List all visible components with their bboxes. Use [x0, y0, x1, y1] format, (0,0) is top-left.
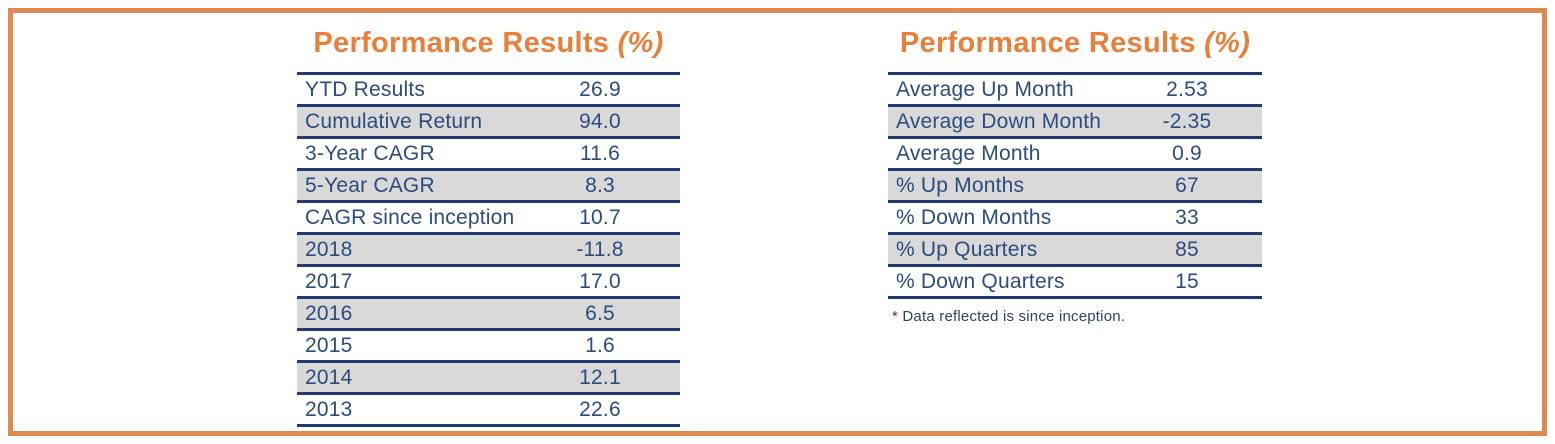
title-text: Performance Results	[899, 27, 1196, 59]
row-value: 15	[1175, 269, 1199, 293]
row-value: 1.6	[585, 333, 615, 357]
row-label: Average Up Month	[896, 77, 1074, 101]
performance-panel-right: Performance Results (%) Average Up Month…	[888, 20, 1262, 325]
table-row: 2017 17.0	[297, 267, 680, 299]
row-value: 0.9	[1172, 141, 1202, 165]
row-label: 2013	[305, 397, 353, 421]
row-label: YTD Results	[305, 77, 426, 101]
page-title: Performance Results (%)	[888, 20, 1262, 72]
page-title: Performance Results (%)	[297, 20, 680, 72]
table-row: CAGR since inception 10.7	[297, 203, 680, 235]
row-label: % Down Quarters	[896, 269, 1065, 293]
table-row: Average Down Month -2.35	[888, 107, 1262, 139]
row-value: 22.6	[579, 397, 621, 421]
title-percent-suffix: (%)	[617, 27, 664, 59]
table-row: 2013 22.6	[297, 395, 680, 427]
row-value: -11.8	[576, 237, 624, 261]
title-text: Performance Results	[313, 27, 610, 59]
row-label: 2017	[305, 269, 353, 293]
row-label: 2015	[305, 333, 353, 357]
row-label: 5-Year CAGR	[305, 173, 435, 197]
row-label: 3-Year CAGR	[305, 141, 435, 165]
table-row: Cumulative Return 94.0	[297, 107, 680, 139]
row-value: 33	[1175, 205, 1199, 229]
row-value: 85	[1175, 237, 1199, 261]
row-label: Cumulative Return	[305, 109, 483, 133]
row-value: 26.9	[579, 77, 621, 101]
row-label: % Down Months	[896, 205, 1052, 229]
footnote: * Data reflected is since inception.	[892, 308, 1126, 325]
performance-table-left: YTD Results 26.9 Cumulative Return 94.0 …	[297, 72, 680, 427]
row-label: Average Down Month	[896, 109, 1102, 133]
row-value: -2.35	[1162, 109, 1212, 133]
row-value: 10.7	[579, 205, 621, 229]
table-row: 2015 1.6	[297, 331, 680, 363]
row-value: 2.53	[1166, 77, 1208, 101]
row-label: CAGR since inception	[305, 205, 515, 229]
page-border-frame	[8, 8, 1547, 436]
table-row: 3-Year CAGR 11.6	[297, 139, 680, 171]
table-row: % Up Months 67	[888, 171, 1262, 203]
table-row: 2016 6.5	[297, 299, 680, 331]
row-label: 2016	[305, 301, 353, 325]
row-value: 12.1	[579, 365, 621, 389]
table-row: Average Up Month 2.53	[888, 75, 1262, 107]
row-value: 11.6	[579, 141, 621, 165]
row-value: 67	[1175, 173, 1199, 197]
table-row: % Down Months 33	[888, 203, 1262, 235]
table-row: YTD Results 26.9	[297, 75, 680, 107]
table-row: Average Month 0.9	[888, 139, 1262, 171]
performance-table-right: Average Up Month 2.53 Average Down Month…	[888, 72, 1262, 299]
row-value: 94.0	[579, 109, 621, 133]
table-row: 2014 12.1	[297, 363, 680, 395]
row-value: 6.5	[585, 301, 615, 325]
table-row: % Up Quarters 85	[888, 235, 1262, 267]
row-label: Average Month	[896, 141, 1041, 165]
row-value: 17.0	[579, 269, 621, 293]
table-row: 5-Year CAGR 8.3	[297, 171, 680, 203]
row-label: 2014	[305, 365, 353, 389]
row-label: % Up Quarters	[896, 237, 1038, 261]
performance-panel-left: Performance Results (%) YTD Results 26.9…	[297, 20, 680, 427]
table-row: 2018 -11.8	[297, 235, 680, 267]
row-value: 8.3	[585, 173, 615, 197]
table-row: % Down Quarters 15	[888, 267, 1262, 299]
row-label: % Up Months	[896, 173, 1025, 197]
title-percent-suffix: (%)	[1204, 27, 1251, 59]
row-label: 2018	[305, 237, 353, 261]
